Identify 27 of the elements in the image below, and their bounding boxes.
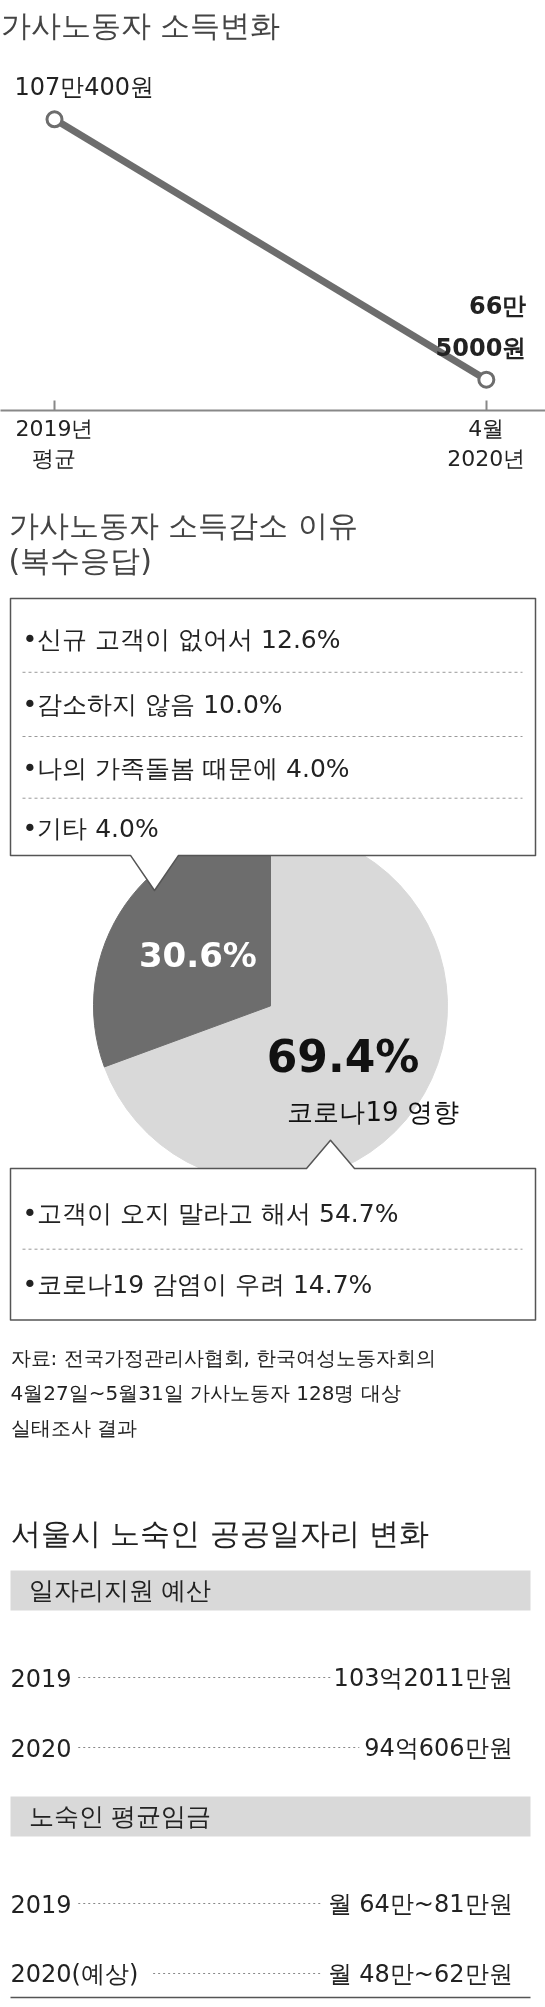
- text: 2019: [10, 1664, 72, 1693]
- slice-label: 코로나19 영향: [287, 1096, 459, 1127]
- text: 103억2011만원: [333, 1663, 513, 1692]
- text: 월 64만~81만원: [327, 1889, 513, 1918]
- data-label: 30.6%: [138, 935, 257, 976]
- text: 월 48만~62만원: [327, 1959, 513, 1988]
- chart-title: 가사노동자 소득감소 이유 (복수응답): [8, 507, 358, 578]
- x-tick-label: 4월 2020년: [447, 415, 526, 471]
- text: 2019: [10, 1890, 72, 1919]
- data-label: 107만400원: [14, 73, 155, 102]
- text: •나의 가족돌봄 때문에 4.0%: [22, 753, 350, 783]
- data-label: 69.4%: [266, 1031, 420, 1083]
- text: 2020(예상): [10, 1959, 139, 1988]
- text: •고객이 오지 말라고 해서 54.7%: [22, 1199, 399, 1229]
- text: •코로나19 감염이 우려 14.7%: [22, 1270, 373, 1300]
- data-label: 66만 5000원: [435, 291, 527, 362]
- text: 서울시 노숙인 공공일자리 변화: [10, 1516, 430, 1551]
- text: •감소하지 않음 10.0%: [22, 690, 283, 720]
- text: •기타 4.0%: [22, 813, 159, 843]
- text: •신규 고객이 없어서 12.6%: [22, 625, 341, 655]
- text: 자료: 전국가정관리사협회, 한국여성노동자회의 4월27일~5월31일 가사노동자 128명 대상 실태조사 결과: [10, 1346, 437, 1441]
- text: 2020: [10, 1734, 72, 1763]
- text: 일자리지원 예산: [28, 1576, 212, 1605]
- x-tick-label: 2019년 평균: [15, 415, 94, 471]
- text: 94억606만원: [364, 1733, 513, 1762]
- chart-title: 가사노동자 소득변화: [0, 7, 281, 43]
- text: 노숙인 평균임금: [28, 1802, 212, 1831]
